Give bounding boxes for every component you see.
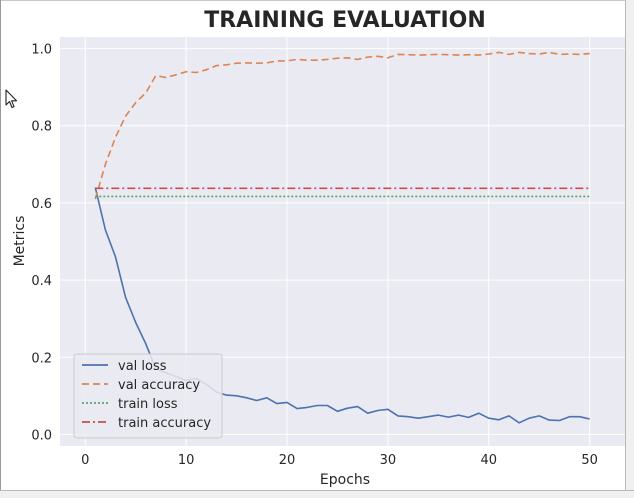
x-tick-label: 50 xyxy=(581,453,598,468)
mouse-cursor-icon xyxy=(5,89,18,109)
y-axis-label: Metrics xyxy=(12,216,28,267)
legend-label: val accuracy xyxy=(118,378,200,393)
y-tick-label: 0.4 xyxy=(31,274,52,289)
window-frame-top xyxy=(0,0,634,1)
grid-lines xyxy=(60,37,625,446)
window-frame-bottom xyxy=(0,490,634,498)
window-frame-left xyxy=(0,0,1,498)
series-line-val-accuracy xyxy=(94,51,590,200)
x-tick-label: 20 xyxy=(279,453,296,468)
y-tick-label: 0.0 xyxy=(31,428,52,443)
chart-title: TRAINING EVALUATION xyxy=(204,8,486,33)
x-tick-label: 10 xyxy=(178,453,195,468)
y-tick-label: 0.2 xyxy=(31,351,52,366)
y-tick-label: 0.6 xyxy=(31,197,52,212)
legend: val loss val accuracy train loss train accu… xyxy=(73,353,223,439)
y-tick-label: 0.8 xyxy=(31,120,52,135)
y-tick-label: 1.0 xyxy=(31,43,52,58)
x-tick-label: 40 xyxy=(481,453,498,468)
legend-label: val loss xyxy=(118,359,167,374)
legend-label: train loss xyxy=(118,397,178,412)
x-tick-label: 0 xyxy=(81,453,89,468)
x-tick-label: 30 xyxy=(380,453,397,468)
x-axis-label: Epochs xyxy=(320,472,370,488)
legend-box xyxy=(73,353,223,439)
legend-label: train accuracy xyxy=(118,416,211,431)
tick-labels: 0.0 0.2 0.4 0.6 0.8 1.0 0 10 20 30 40 50 xyxy=(31,43,598,468)
window-frame-right xyxy=(625,0,634,498)
